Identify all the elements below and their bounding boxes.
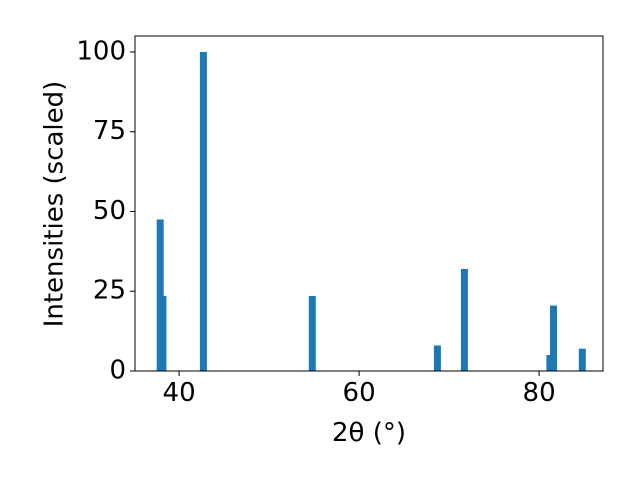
bar <box>460 268 468 371</box>
bar <box>550 305 557 371</box>
x-tick-label: 60 <box>343 378 376 408</box>
plot-frame <box>134 35 604 372</box>
y-tick-label: 0 <box>109 356 126 386</box>
y-tick-label: 75 <box>93 116 126 146</box>
bar <box>546 355 554 371</box>
x-tick-label: 40 <box>163 378 196 408</box>
bar <box>156 219 164 371</box>
x-tick-label: 80 <box>523 378 556 408</box>
bar <box>578 348 586 371</box>
y-axis-label: Intensities (scaled) <box>40 81 70 328</box>
bar <box>308 296 316 371</box>
y-tick-label: 50 <box>93 196 126 226</box>
bar <box>433 345 441 371</box>
x-axis-label: 2θ (°) <box>332 418 406 448</box>
y-tick-label: 25 <box>93 276 126 306</box>
y-tick-label: 100 <box>76 36 126 66</box>
bar <box>199 51 207 371</box>
bar <box>159 296 167 371</box>
